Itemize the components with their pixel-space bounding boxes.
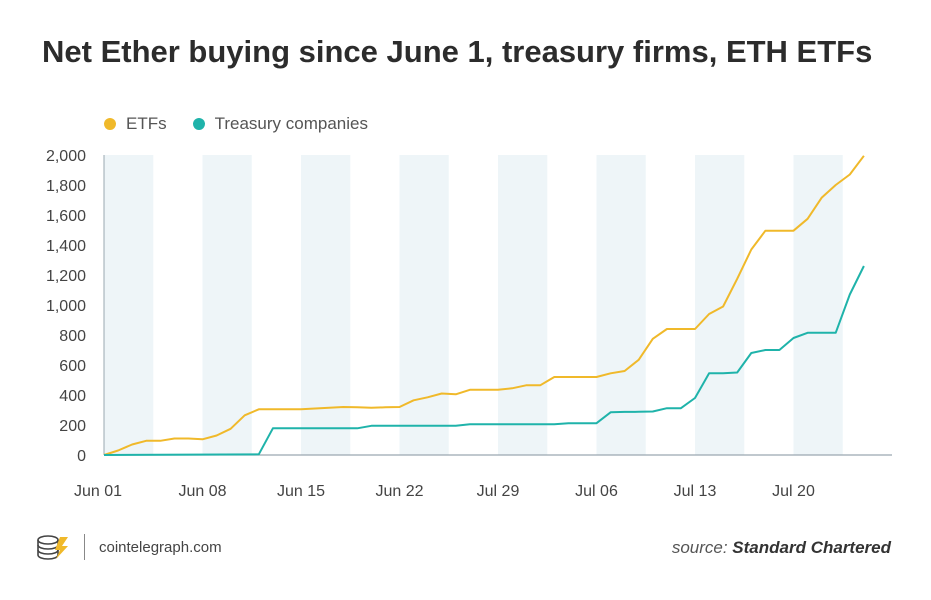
legend: ETFs Treasury companies [104,114,394,134]
series-line-treasury [103,265,865,456]
y-tick-label-9: 1,800 [46,178,86,195]
shaded-band-7 [793,155,843,455]
y-tick-label-10: 2,000 [46,148,86,165]
source-note: source: Standard Chartered [672,538,891,558]
x-tick-label-2: Jun 15 [277,483,325,500]
y-tick-label-8: 1,600 [46,208,86,225]
legend-label-etfs: ETFs [126,114,167,133]
shaded-band-4 [498,155,548,455]
x-tick-label-7: Jul 20 [772,483,815,500]
source-prefix: source: [671,538,728,557]
legend-label-treasury: Treasury companies [214,114,368,133]
y-tick-label-2: 400 [59,388,86,405]
chart-title: Net Ether buying since June 1, treasury … [42,34,873,69]
source-name: Standard Chartered [732,538,891,557]
y-tick-label-6: 1,200 [46,268,86,285]
y-tick-label-1: 200 [59,418,86,435]
cointelegraph-logo-icon [37,535,68,560]
x-tick-label-3: Jun 22 [375,483,423,500]
legend-item-treasury: Treasury companies [192,114,368,134]
y-tick-label-5: 1,000 [46,298,86,315]
shaded-band-2 [301,155,351,455]
y-tick-label-3: 600 [59,358,86,375]
footer-logo: cointelegraph.com [36,533,222,561]
x-tick-label-0: Jun 01 [74,483,122,500]
legend-dot-treasury-icon [192,118,205,130]
x-tick-label-4: Jul 29 [477,483,520,500]
legend-dot-etfs-icon [104,118,116,130]
series-line-etfs [103,155,865,456]
y-tick-label-4: 800 [59,328,86,345]
y-tick-label-7: 1,400 [46,238,86,255]
shaded-band-6 [695,155,745,455]
x-tick-label-6: Jul 13 [674,483,717,500]
shaded-band-3 [399,155,449,455]
footer-separator [84,534,85,560]
legend-item-etfs: ETFs [104,114,167,134]
footer-site: cointelegraph.com [99,538,222,556]
shaded-band-0 [104,155,154,455]
shaded-band-5 [596,155,646,455]
x-tick-label-5: Jul 06 [575,483,618,500]
y-tick-label-0: 0 [77,448,86,465]
shaded-band-1 [202,155,252,455]
x-tick-label-1: Jun 08 [178,483,226,500]
